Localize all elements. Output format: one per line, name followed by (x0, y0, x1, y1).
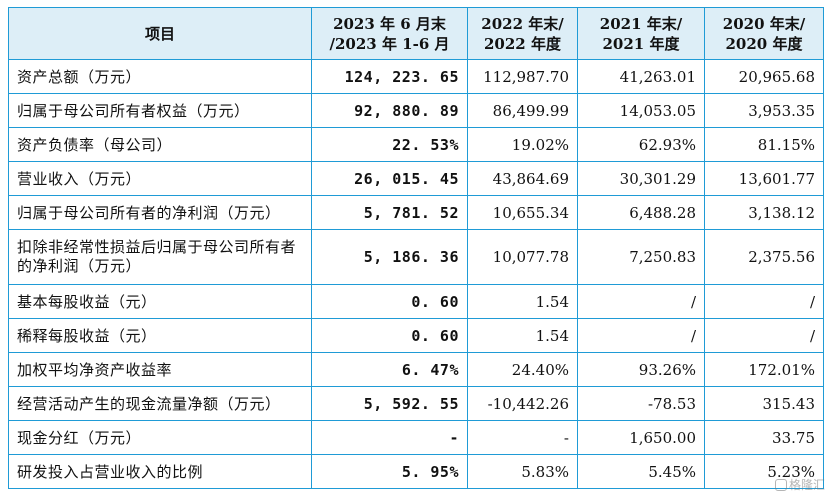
row-value: 22. 53% (311, 127, 468, 162)
row-value: 6. 47% (311, 352, 468, 387)
row-value: 5.83% (467, 454, 578, 489)
table-row: 研发投入占营业收入的比例 5. 95% 5.83% 5.45% 5.23% (8, 454, 824, 489)
table-row: 扣除非经常性损益后归属于母公司所有者的净利润（万元） 5, 186. 36 10,0… (8, 229, 824, 285)
row-value: 41,263.01 (577, 59, 705, 94)
row-value: 1,650.00 (577, 420, 705, 455)
row-value: 7,250.83 (577, 229, 705, 285)
row-value: 0. 60 (311, 284, 468, 319)
row-label: 归属于母公司所有者权益（万元） (8, 93, 312, 128)
row-value: 92, 880. 89 (311, 93, 468, 128)
row-value: 24.40% (467, 352, 578, 387)
row-value: 0. 60 (311, 318, 468, 353)
row-label: 归属于母公司所有者的净利润（万元） (8, 195, 312, 230)
row-value: 26, 015. 45 (311, 161, 468, 196)
row-value: 5.45% (577, 454, 705, 489)
row-label: 营业收入（万元） (8, 161, 312, 196)
row-value: 2,375.56 (704, 229, 824, 285)
row-value: 112,987.70 (467, 59, 578, 94)
row-value: 10,077.78 (467, 229, 578, 285)
row-value: / (704, 284, 824, 319)
header-2023h1: 2023 年 6 月末 /2023 年 1-6 月 (311, 7, 468, 60)
row-value: 13,601.77 (704, 161, 824, 196)
row-value: 5. 95% (311, 454, 468, 489)
table-row: 经营活动产生的现金流量净额（万元） 5, 592. 55 -10,442.26 -78… (8, 386, 824, 421)
row-value: 5, 781. 52 (311, 195, 468, 230)
row-value: 3,953.35 (704, 93, 824, 128)
row-value: 5, 592. 55 (311, 386, 468, 421)
row-label: 经营活动产生的现金流量净额（万元） (8, 386, 312, 421)
row-label: 资产负债率（母公司） (8, 127, 312, 162)
row-value: / (577, 318, 705, 353)
row-value: 81.15% (704, 127, 824, 162)
row-value: 20,965.68 (704, 59, 824, 94)
table-row: 归属于母公司所有者的净利润（万元） 5, 781. 52 10,655.34 6,48… (8, 195, 824, 230)
row-value: 86,499.99 (467, 93, 578, 128)
financial-table-frame: 项目 2023 年 6 月末 /2023 年 1-6 月 2022 年末/ 20… (8, 7, 824, 489)
row-label: 加权平均净资产收益率 (8, 352, 312, 387)
row-value: 124, 223. 65 (311, 59, 468, 94)
header-2022: 2022 年末/ 2022 年度 (467, 7, 578, 60)
row-value: 43,864.69 (467, 161, 578, 196)
row-value: 1.54 (467, 318, 578, 353)
row-value: - (311, 420, 468, 455)
row-value: 3,138.12 (704, 195, 824, 230)
row-label: 研发投入占营业收入的比例 (8, 454, 312, 489)
row-value: 172.01% (704, 352, 824, 387)
table-row: 基本每股收益（元） 0. 60 1.54// (8, 284, 824, 319)
table-row: 资产负债率（母公司） 22. 53% 19.02% 62.93% 81.15% (8, 127, 824, 162)
table-row: 归属于母公司所有者权益（万元） 92, 880. 89 86,499.99 14,05… (8, 93, 824, 128)
row-label: 现金分红（万元） (8, 420, 312, 455)
header-item: 项目 (8, 7, 312, 60)
row-value: 1.54 (467, 284, 578, 319)
row-value: 33.75 (704, 420, 824, 455)
row-value: 315.43 (704, 386, 824, 421)
financial-summary-table: 项目 2023 年 6 月末 /2023 年 1-6 月 2022 年末/ 20… (8, 7, 824, 489)
row-label: 扣除非经常性损益后归属于母公司所有者的净利润（万元） (8, 229, 312, 285)
row-value: -78.53 (577, 386, 705, 421)
table-body: 资产总额（万元） 124, 223. 65 112,987.70 41,263.01 2… (8, 59, 824, 489)
table-header-row: 项目 2023 年 6 月末 /2023 年 1-6 月 2022 年末/ 20… (8, 7, 824, 60)
row-value: - (467, 420, 578, 455)
row-value: 6,488.28 (577, 195, 705, 230)
row-value: 93.26% (577, 352, 705, 387)
row-value: 62.93% (577, 127, 705, 162)
table-row: 营业收入（万元） 26, 015. 45 43,864.69 30,301.29 13,… (8, 161, 824, 196)
watermark: 格隆汇 (774, 476, 825, 493)
gelonghui-logo-icon (774, 478, 787, 491)
row-label: 资产总额（万元） (8, 59, 312, 94)
table-row: 稀释每股收益（元） 0. 60 1.54// (8, 318, 824, 353)
row-value: 14,053.05 (577, 93, 705, 128)
row-value: / (577, 284, 705, 319)
row-value: / (704, 318, 824, 353)
header-2021: 2021 年末/ 2021 年度 (577, 7, 705, 60)
row-label: 稀释每股收益（元） (8, 318, 312, 353)
row-value: -10,442.26 (467, 386, 578, 421)
table-row: 现金分红（万元） - -1,650.00 33.75 (8, 420, 824, 455)
table-row: 加权平均净资产收益率 6. 47% 24.40% 93.26% 172.01% (8, 352, 824, 387)
row-value: 30,301.29 (577, 161, 705, 196)
row-label: 基本每股收益（元） (8, 284, 312, 319)
table-row: 资产总额（万元） 124, 223. 65 112,987.70 41,263.01 2… (8, 59, 824, 94)
watermark-text: 格隆汇 (788, 478, 825, 492)
row-value: 5, 186. 36 (311, 229, 468, 285)
header-2020: 2020 年末/ 2020 年度 (704, 7, 824, 60)
row-value: 10,655.34 (467, 195, 578, 230)
row-value: 19.02% (467, 127, 578, 162)
row-value: 5.23% (704, 454, 824, 489)
